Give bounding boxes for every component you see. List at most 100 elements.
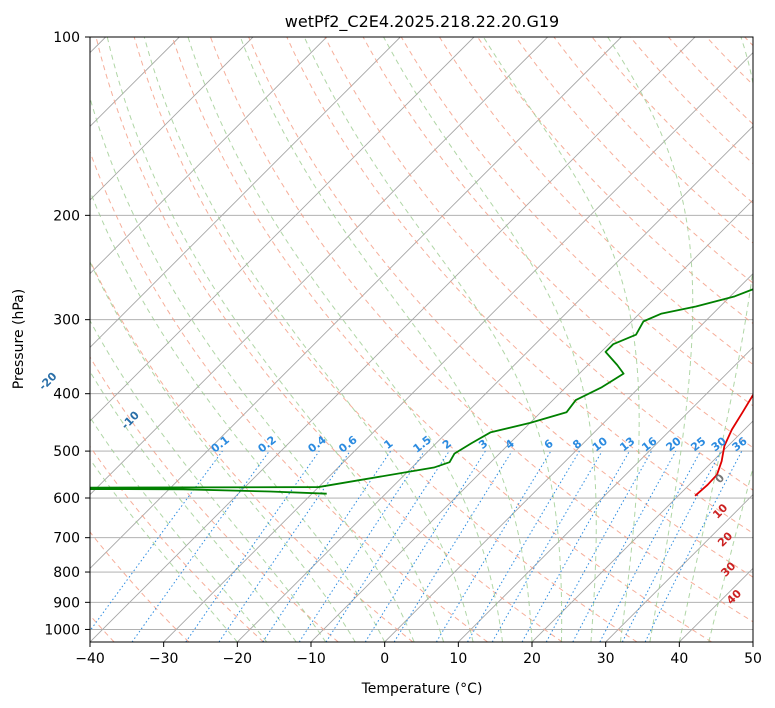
moist-adiabat-line [90, 260, 356, 642]
dry-adiabat-line [90, 150, 488, 642]
mixing-ratio-label: 0.2 [255, 433, 278, 455]
mixing-ratio-label: 0.1 [209, 433, 232, 455]
mixing-ratio-line [90, 450, 223, 632]
dry-adiabat-label: 40 [724, 587, 744, 607]
mixing-ratio-label: 2 [440, 437, 454, 452]
isotherm-gridline [90, 37, 548, 496]
moist-adiabat-line [187, 37, 504, 642]
isotherm-gridline [90, 37, 475, 422]
dry-adiabat-line [90, 259, 414, 642]
isotherm-gridline [752, 641, 753, 642]
dry-adiabat-line [90, 445, 264, 642]
plot-frame [89, 36, 754, 643]
isotherm-gridline [605, 494, 753, 642]
x-tick-label: 20 [523, 651, 541, 667]
dry-adiabat-line [171, 37, 712, 642]
dry-adiabat-line [95, 37, 563, 642]
moist-adiabat-line [383, 37, 597, 642]
mixing-ratio-label: 0.4 [305, 433, 329, 455]
y-tick-label: 200 [53, 208, 80, 224]
mixing-ratio-label: 6 [542, 437, 556, 452]
isotherm-gridline [384, 273, 753, 642]
x-axis-title: Temperature (°C) [361, 681, 483, 697]
y-tick-label: 600 [53, 491, 80, 507]
x-tick-label: 50 [744, 651, 762, 667]
mixing-ratio-line [298, 450, 425, 642]
moist-adiabat-line [90, 416, 268, 642]
plot-area [90, 37, 753, 642]
dry-adiabat-label: -10 [119, 408, 142, 431]
y-tick-label: 500 [53, 444, 80, 460]
dry-adiabat-label: 30 [718, 559, 738, 579]
dry-adiabat-line [668, 37, 753, 125]
moist-adiabat-line [106, 37, 445, 642]
mixing-ratio-line [572, 450, 677, 642]
dry-adiabat-line [248, 37, 753, 578]
y-tick-label: 900 [53, 595, 80, 611]
mixing-ratio-line [218, 450, 351, 642]
moist-adiabat-line [303, 37, 563, 642]
dry-adiabat-line [133, 37, 638, 642]
isotherm-gridline [310, 199, 753, 642]
mixing-ratio-line [131, 450, 270, 642]
chart-title: wetPf2_C2E4.2025.218.22.20.G19 [285, 12, 559, 32]
x-tick-label: −20 [223, 651, 253, 667]
x-tick-label: −10 [296, 651, 326, 667]
isotherm-gridline [531, 420, 753, 642]
y-tick-label: 800 [53, 565, 80, 581]
temperature-profile-line [694, 393, 753, 497]
isotherm-gridline [90, 37, 401, 348]
isotherm-gridline [90, 37, 622, 569]
mixing-ratio-line [262, 450, 392, 642]
isotherm-gridline [90, 37, 254, 201]
moist-adiabat-line [143, 37, 474, 642]
dry-adiabat-label: 10 [710, 501, 730, 521]
mixing-ratio-label: 1.5 [411, 433, 434, 455]
y-tick-label: 1000 [44, 622, 80, 638]
dewpoint-profile-line [90, 288, 753, 495]
moist-adiabat-line [482, 37, 640, 642]
mixing-ratio-line [435, 450, 552, 642]
mixing-ratio-line [325, 450, 450, 642]
x-tick-label: 10 [449, 651, 467, 667]
dry-adiabat-line [286, 37, 753, 534]
x-tick-label: 0 [380, 651, 389, 667]
y-axis-ticks: 100 200 300 400 500 600 700 800 900 1000 [44, 30, 90, 638]
x-tick-label: −30 [149, 651, 179, 667]
dry-adiabat-line [400, 37, 753, 407]
mixing-ratio-line [521, 450, 630, 642]
y-tick-label: 400 [53, 387, 80, 403]
dry-adiabat-line [210, 37, 753, 623]
dry-adiabat-line [591, 37, 753, 204]
y-axis-title: Pressure (hPa) [11, 289, 27, 389]
dry-adiabat-line [439, 37, 753, 366]
mixing-ratio-line [364, 450, 486, 642]
x-tick-label: 30 [597, 651, 615, 667]
dry-adiabat-line [744, 37, 753, 47]
mixing-ratio-line [393, 450, 513, 642]
isotherm-gridline [90, 37, 327, 275]
mixing-ratio-label: 0.6 [336, 433, 360, 455]
dry-adiabat-line [90, 531, 190, 642]
y-tick-label: 300 [53, 313, 80, 329]
mixing-ratio-line [185, 450, 320, 642]
moist-adiabat-line [239, 37, 533, 642]
moist-adiabat-line [607, 37, 694, 642]
isotherm-gridline [679, 567, 753, 642]
moist-adiabat-line [90, 458, 238, 642]
x-tick-label: −40 [75, 651, 105, 667]
isotherm-gridline [163, 52, 753, 642]
mixing-ratio-line [545, 450, 653, 642]
y-tick-label: 100 [53, 30, 80, 46]
isotherm-gridline [237, 125, 753, 642]
isopleth-labels: 0.10.20.40.611.52346810131620253036-100-… [36, 370, 750, 607]
mixing-ratio-label: 3 [476, 437, 490, 452]
dry-adiabat-line [706, 37, 753, 86]
isotherm-gridline [90, 37, 696, 642]
dry-adiabat-line [515, 37, 753, 284]
moist-adiabat-line [90, 319, 327, 642]
isotherm-gridline [458, 346, 753, 642]
mixing-ratio-line [644, 450, 743, 642]
